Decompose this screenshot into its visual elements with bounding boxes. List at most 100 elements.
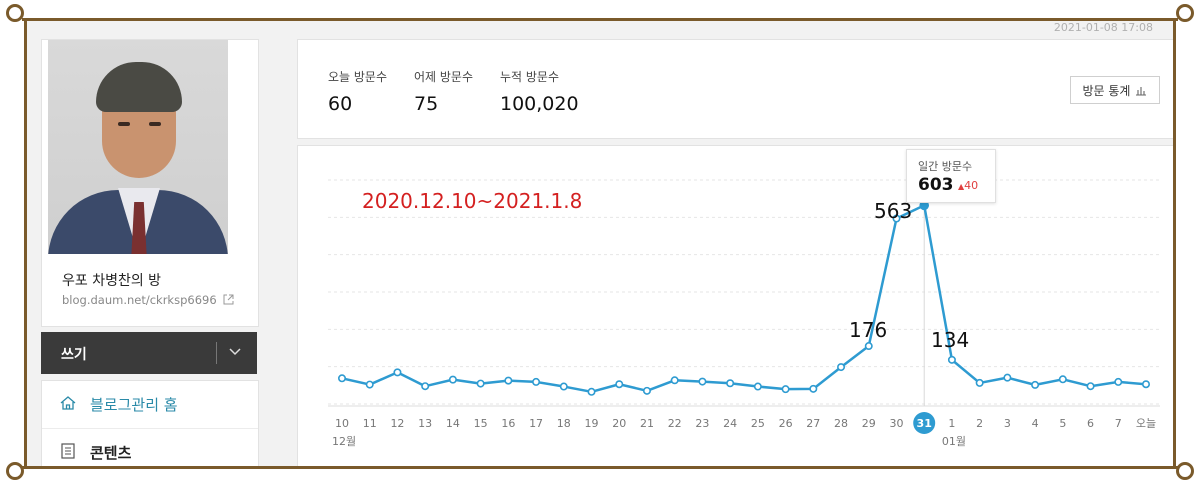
visitor-stats-panel: 오늘 방문수 60 어제 방문수 75 누적 방문수 100,020 방문 통계 [297, 39, 1173, 139]
data-point-16[interactable] [504, 376, 513, 385]
frame-corner-bottom-right [1176, 462, 1194, 480]
data-point-30[interactable] [892, 214, 901, 223]
tooltip-delta-up-icon: ▲ [958, 182, 965, 191]
stat-yesterday-value: 75 [414, 93, 439, 115]
data-point-27[interactable] [809, 384, 818, 393]
stat-total: 누적 방문수 100,020 [500, 68, 579, 115]
x-tick-label: 13 [418, 417, 432, 430]
x-tick-label: 15 [474, 417, 488, 430]
tooltip-delta-value: 40 [964, 179, 979, 192]
bar-chart-icon [1136, 86, 1147, 96]
profile-photo[interactable] [48, 40, 228, 254]
x-tick-label: 17 [529, 417, 543, 430]
data-point-6[interactable] [1086, 382, 1095, 391]
x-tick-label: 7 [1115, 417, 1122, 430]
stat-today-value: 60 [328, 93, 353, 115]
frame-corner-bottom-left [6, 462, 24, 480]
series-line [341, 204, 1147, 394]
frame-bottom [22, 466, 1178, 469]
tooltip-delta: ▲40 [958, 179, 978, 192]
stat-today-label: 오늘 방문수 [328, 70, 388, 84]
chart-tooltip: 일간 방문수 603 ▲40 [906, 149, 996, 203]
x-tick-label: 24 [723, 417, 737, 430]
x-tick-label: 31 [917, 417, 932, 430]
timestamp: 2021-01-08 17:08 [1053, 21, 1153, 34]
visit-stats-button[interactable]: 방문 통계 [1070, 76, 1160, 104]
daily-visitors-chart: 10 11 12 13 14 15 16 17 18 19 20 21 22 23 24 25 26 27 28 29… [328, 179, 1160, 448]
frame-corner-top-left [6, 4, 24, 22]
data-point-15[interactable] [476, 379, 485, 388]
x-tick-label: 27 [806, 417, 820, 430]
x-tick-label: 1 [948, 417, 955, 430]
data-point-3[interactable] [1003, 373, 1012, 382]
blog-name[interactable]: 우포 차병찬의 방 [62, 273, 162, 289]
data-point-12[interactable] [393, 368, 402, 377]
stat-total-label: 누적 방문수 [500, 70, 560, 84]
data-point-1[interactable] [947, 355, 956, 364]
data-point-18[interactable] [559, 382, 568, 391]
data-point-5[interactable] [1058, 375, 1067, 384]
range-annotation: 2020.12.10~2021.1.8 [362, 189, 583, 213]
x-tick-label: 22 [668, 417, 682, 430]
menu-item-admin-home[interactable]: 블로그관리 홈 [42, 381, 258, 427]
daily-visitors-chart-panel: 10 11 12 13 14 15 16 17 18 19 20 21 22 23 24 25 26 27 28 29… [297, 145, 1173, 466]
x-tick-label: 2 [976, 417, 983, 430]
x-tick-label: 18 [557, 417, 571, 430]
stat-total-value: 100,020 [500, 93, 579, 115]
blog-url[interactable]: blog.daum.net/ckrksp6696 [62, 293, 234, 307]
data-point-26[interactable] [781, 385, 790, 394]
admin-menu: 블로그관리 홈 콘텐츠 [41, 380, 259, 466]
menu-item-contents[interactable]: 콘텐츠 [42, 428, 258, 466]
x-tick-label: 10 [335, 417, 349, 430]
screenshot-canvas: 2021-01-08 17:08 우포 차병찬의 방 blog.daum.net… [27, 21, 1173, 466]
data-point-14[interactable] [448, 375, 457, 384]
data-point-25[interactable] [753, 382, 762, 391]
data-point-21[interactable] [642, 386, 651, 395]
data-point-22[interactable] [670, 376, 679, 385]
x-tick-label: 21 [640, 417, 654, 430]
write-button-divider [216, 342, 217, 364]
stat-yesterday-label: 어제 방문수 [414, 70, 474, 84]
frame-top [22, 18, 1178, 21]
x-tick-label: 25 [751, 417, 765, 430]
data-point-23[interactable] [698, 377, 707, 386]
data-point-오늘[interactable] [1141, 380, 1150, 389]
write-button[interactable]: 쓰기 [41, 332, 257, 374]
x-tick-label: 19 [585, 417, 599, 430]
data-point-10[interactable] [337, 374, 346, 383]
x-tick-label: 30 [889, 417, 903, 430]
data-point-20[interactable] [615, 380, 624, 389]
chevron-down-icon[interactable] [228, 340, 242, 364]
x-tick-label: 12 [390, 417, 404, 430]
menu-item-label: 콘텐츠 [90, 444, 132, 462]
x-tick-label: 28 [834, 417, 848, 430]
annotation-134: 134 [931, 328, 970, 352]
data-point-17[interactable] [532, 377, 541, 386]
menu-item-label: 블로그관리 홈 [90, 396, 178, 414]
x-tick-label: 4 [1032, 417, 1039, 430]
x-tick-label: 29 [862, 417, 876, 430]
frame-right [1173, 20, 1176, 467]
x-tick-label: 5 [1059, 417, 1066, 430]
write-button-label: 쓰기 [61, 347, 87, 363]
home-icon [60, 396, 76, 410]
x-tick-label: 3 [1004, 417, 1011, 430]
x-tick-label: 오늘 [1136, 417, 1156, 430]
data-point-2[interactable] [975, 378, 984, 387]
external-link-icon[interactable] [223, 294, 234, 305]
month-label: 01월 [942, 435, 966, 448]
data-point-28[interactable] [837, 363, 846, 372]
data-point-13[interactable] [421, 382, 430, 391]
blog-url-text[interactable]: blog.daum.net/ckrksp6696 [62, 293, 217, 307]
data-point-19[interactable] [587, 387, 596, 396]
data-point-7[interactable] [1114, 377, 1123, 386]
data-point-24[interactable] [726, 379, 735, 388]
data-point-11[interactable] [365, 380, 374, 389]
visit-stats-button-label: 방문 통계 [1082, 83, 1131, 98]
frame-left [24, 20, 27, 467]
data-point-29[interactable] [864, 342, 873, 351]
frame-corner-top-right [1176, 4, 1194, 22]
data-point-4[interactable] [1031, 380, 1040, 389]
x-tick-label: 14 [446, 417, 460, 430]
x-tick-label: 20 [612, 417, 626, 430]
